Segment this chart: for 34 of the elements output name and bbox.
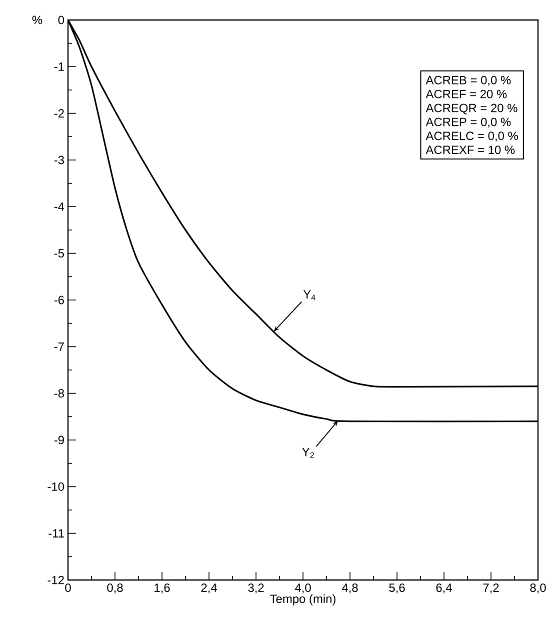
- annotation: ACREF = 20 %: [426, 90, 507, 98]
- y-tick-label: -12: [48, 576, 64, 584]
- annotation: ACREQR = 20 %: [426, 104, 518, 114]
- x-tick-label: 1,6: [154, 584, 170, 594]
- x-tick-label: 8,0: [530, 584, 546, 594]
- y-tick-label: -3: [54, 156, 64, 164]
- x-tick-label: 5,6: [389, 584, 405, 594]
- y-axis-title: %: [32, 16, 42, 24]
- x-tick-label: 7,2: [483, 584, 499, 594]
- y-tick-label: -1: [54, 62, 64, 71]
- y-tick-label: -6: [54, 296, 64, 304]
- y-tick-label: 0: [58, 16, 64, 24]
- annotation: ACRELC = 0,0 %: [426, 132, 518, 142]
- y-tick-label: -2: [54, 109, 64, 118]
- x-tick-label: 0: [65, 584, 71, 592]
- annotation: Y$_{2}$: [302, 448, 314, 458]
- x-tick-label: 0,8: [107, 584, 123, 594]
- annotation: Y$_{4}$: [303, 290, 316, 300]
- x-tick-label: 2,4: [201, 584, 217, 594]
- x-tick-label: 4,0: [294, 584, 311, 594]
- x-tick-label: 4,8: [342, 584, 358, 594]
- y-tick-label: -7: [54, 342, 64, 351]
- x-tick-label: 6,4: [436, 584, 452, 594]
- y-tick-label: -10: [48, 482, 64, 491]
- x-axis-title: Tempo (min): [270, 594, 336, 606]
- y-tick-label: -9: [54, 436, 64, 444]
- y-tick-label: -5: [54, 249, 64, 258]
- y-tick-label: -4: [54, 202, 64, 211]
- annotation: ACREB = 0,0 %: [426, 76, 511, 86]
- y-tick-label: -8: [54, 389, 64, 398]
- annotation: ACREXF = 10 %: [426, 146, 515, 154]
- annotation: ACREP = 0,0 %: [426, 118, 511, 128]
- x-tick-label: 3,2: [248, 584, 264, 594]
- y-tick-label: -11: [48, 529, 64, 538]
